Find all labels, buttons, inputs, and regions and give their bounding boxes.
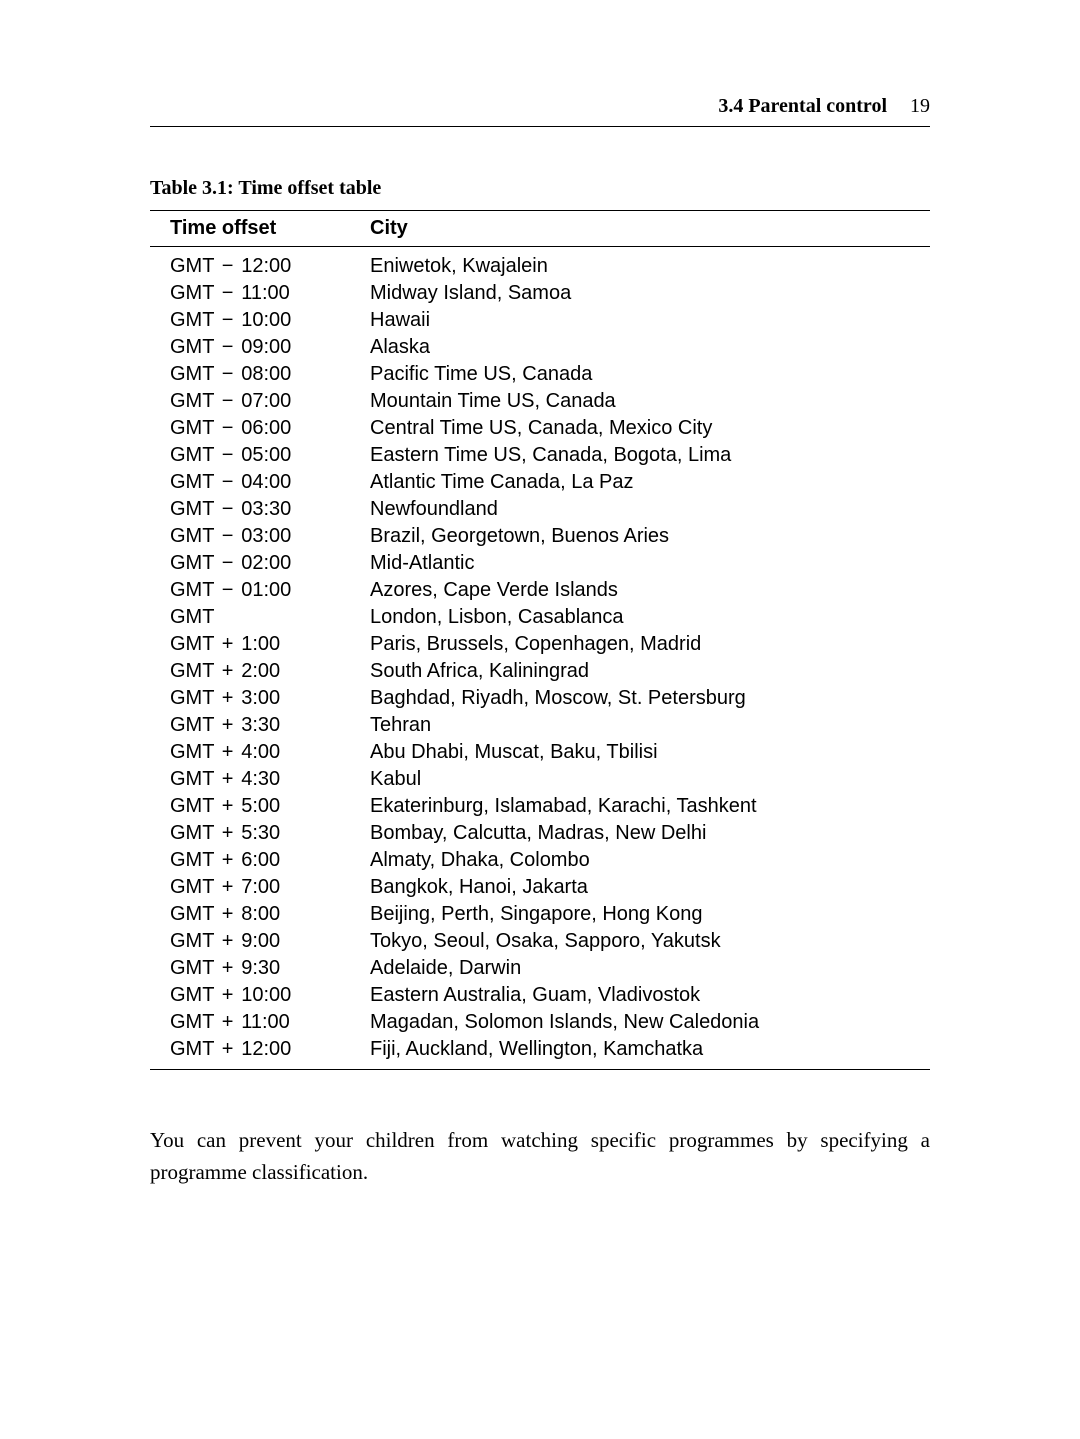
table-row: GMT + 5:00Ekaterinburg, Islamabad, Karac…: [150, 793, 930, 820]
cell-offset: GMT + 7:00: [150, 874, 350, 901]
cell-city: Mountain Time US, Canada: [350, 388, 930, 415]
table-row: GMT − 08:00Pacific Time US, Canada: [150, 361, 930, 388]
cell-city: Ekaterinburg, Islamabad, Karachi, Tashke…: [350, 793, 930, 820]
table-row: GMT − 11:00Midway Island, Samoa: [150, 280, 930, 307]
column-header-city: City: [350, 211, 930, 247]
table-row: GMT + 12:00Fiji, Auckland, Wellington, K…: [150, 1036, 930, 1070]
cell-city: Eastern Time US, Canada, Bogota, Lima: [350, 442, 930, 469]
cell-city: Pacific Time US, Canada: [350, 361, 930, 388]
table-row: GMT + 5:30Bombay, Calcutta, Madras, New …: [150, 820, 930, 847]
table-row: GMT − 02:00Mid-Atlantic: [150, 550, 930, 577]
cell-city: Fiji, Auckland, Wellington, Kamchatka: [350, 1036, 930, 1070]
cell-offset: GMT − 09:00: [150, 334, 350, 361]
cell-city: London, Lisbon, Casablanca: [350, 604, 930, 631]
cell-city: Mid-Atlantic: [350, 550, 930, 577]
table-row: GMT − 10:00Hawaii: [150, 307, 930, 334]
cell-offset: GMT − 01:00: [150, 577, 350, 604]
cell-offset: GMT − 11:00: [150, 280, 350, 307]
cell-city: South Africa, Kaliningrad: [350, 658, 930, 685]
cell-offset: GMT − 10:00: [150, 307, 350, 334]
cell-offset: GMT − 05:00: [150, 442, 350, 469]
cell-city: Paris, Brussels, Copenhagen, Madrid: [350, 631, 930, 658]
table-row: GMTLondon, Lisbon, Casablanca: [150, 604, 930, 631]
time-offset-table: Time offset City GMT − 12:00Eniwetok, Kw…: [150, 210, 930, 1070]
cell-offset: GMT + 10:00: [150, 982, 350, 1009]
cell-city: Alaska: [350, 334, 930, 361]
cell-offset: GMT + 5:30: [150, 820, 350, 847]
table-row: GMT + 4:30Kabul: [150, 766, 930, 793]
column-header-offset: Time offset: [150, 211, 350, 247]
cell-city: Baghdad, Riyadh, Moscow, St. Petersburg: [350, 685, 930, 712]
cell-city: Abu Dhabi, Muscat, Baku, Tbilisi: [350, 739, 930, 766]
cell-city: Midway Island, Samoa: [350, 280, 930, 307]
table-row: GMT + 11:00Magadan, Solomon Islands, New…: [150, 1009, 930, 1036]
cell-offset: GMT + 6:00: [150, 847, 350, 874]
table-row: GMT − 03:30Newfoundland: [150, 496, 930, 523]
table-row: GMT − 04:00Atlantic Time Canada, La Paz: [150, 469, 930, 496]
cell-city: Bangkok, Hanoi, Jakarta: [350, 874, 930, 901]
table-row: GMT − 07:00Mountain Time US, Canada: [150, 388, 930, 415]
cell-offset: GMT + 4:30: [150, 766, 350, 793]
cell-offset: GMT + 9:00: [150, 928, 350, 955]
cell-offset: GMT − 02:00: [150, 550, 350, 577]
table-header-row: Time offset City: [150, 211, 930, 247]
cell-city: Atlantic Time Canada, La Paz: [350, 469, 930, 496]
cell-city: Adelaide, Darwin: [350, 955, 930, 982]
cell-offset: GMT − 04:00: [150, 469, 350, 496]
cell-offset: GMT + 8:00: [150, 901, 350, 928]
cell-city: Kabul: [350, 766, 930, 793]
table-row: GMT + 9:30Adelaide, Darwin: [150, 955, 930, 982]
cell-offset: GMT − 03:00: [150, 523, 350, 550]
cell-city: Tehran: [350, 712, 930, 739]
cell-offset: GMT + 3:30: [150, 712, 350, 739]
body-paragraph: You can prevent your children from watch…: [150, 1125, 930, 1188]
cell-city: Tokyo, Seoul, Osaka, Sapporo, Yakutsk: [350, 928, 930, 955]
cell-city: Magadan, Solomon Islands, New Caledonia: [350, 1009, 930, 1036]
cell-city: Beijing, Perth, Singapore, Hong Kong: [350, 901, 930, 928]
table-row: GMT − 05:00Eastern Time US, Canada, Bogo…: [150, 442, 930, 469]
cell-city: Central Time US, Canada, Mexico City: [350, 415, 930, 442]
table-row: GMT − 01:00Azores, Cape Verde Islands: [150, 577, 930, 604]
table-row: GMT + 6:00Almaty, Dhaka, Colombo: [150, 847, 930, 874]
table-row: GMT + 2:00South Africa, Kaliningrad: [150, 658, 930, 685]
table-row: GMT + 3:00Baghdad, Riyadh, Moscow, St. P…: [150, 685, 930, 712]
table-row: GMT + 9:00Tokyo, Seoul, Osaka, Sapporo, …: [150, 928, 930, 955]
table-row: GMT + 8:00Beijing, Perth, Singapore, Hon…: [150, 901, 930, 928]
cell-offset: GMT − 12:00: [150, 247, 350, 281]
cell-city: Eniwetok, Kwajalein: [350, 247, 930, 281]
cell-offset: GMT: [150, 604, 350, 631]
section-title: 3.4 Parental control: [718, 95, 887, 117]
cell-offset: GMT + 4:00: [150, 739, 350, 766]
cell-city: Hawaii: [350, 307, 930, 334]
table-row: GMT + 4:00Abu Dhabi, Muscat, Baku, Tbili…: [150, 739, 930, 766]
table-row: GMT − 12:00Eniwetok, Kwajalein: [150, 247, 930, 281]
cell-offset: GMT − 08:00: [150, 361, 350, 388]
table-row: GMT + 10:00Eastern Australia, Guam, Vlad…: [150, 982, 930, 1009]
cell-city: Brazil, Georgetown, Buenos Aries: [350, 523, 930, 550]
cell-offset: GMT + 5:00: [150, 793, 350, 820]
cell-offset: GMT − 07:00: [150, 388, 350, 415]
table-row: GMT + 3:30Tehran: [150, 712, 930, 739]
page-number: 19: [910, 95, 930, 117]
cell-city: Bombay, Calcutta, Madras, New Delhi: [350, 820, 930, 847]
table-row: GMT − 09:00Alaska: [150, 334, 930, 361]
cell-city: Azores, Cape Verde Islands: [350, 577, 930, 604]
cell-city: Eastern Australia, Guam, Vladivostok: [350, 982, 930, 1009]
table-row: GMT + 7:00Bangkok, Hanoi, Jakarta: [150, 874, 930, 901]
cell-offset: GMT + 1:00: [150, 631, 350, 658]
cell-city: Almaty, Dhaka, Colombo: [350, 847, 930, 874]
cell-offset: GMT − 06:00: [150, 415, 350, 442]
cell-offset: GMT + 3:00: [150, 685, 350, 712]
table-row: GMT − 03:00Brazil, Georgetown, Buenos Ar…: [150, 523, 930, 550]
cell-offset: GMT + 11:00: [150, 1009, 350, 1036]
cell-offset: GMT + 9:30: [150, 955, 350, 982]
table-row: GMT − 06:00Central Time US, Canada, Mexi…: [150, 415, 930, 442]
cell-city: Newfoundland: [350, 496, 930, 523]
table-caption: Table 3.1: Time offset table: [150, 177, 930, 200]
cell-offset: GMT − 03:30: [150, 496, 350, 523]
cell-offset: GMT + 12:00: [150, 1036, 350, 1070]
cell-offset: GMT + 2:00: [150, 658, 350, 685]
table-row: GMT + 1:00Paris, Brussels, Copenhagen, M…: [150, 631, 930, 658]
page-header: 3.4 Parental control 19: [150, 95, 930, 127]
